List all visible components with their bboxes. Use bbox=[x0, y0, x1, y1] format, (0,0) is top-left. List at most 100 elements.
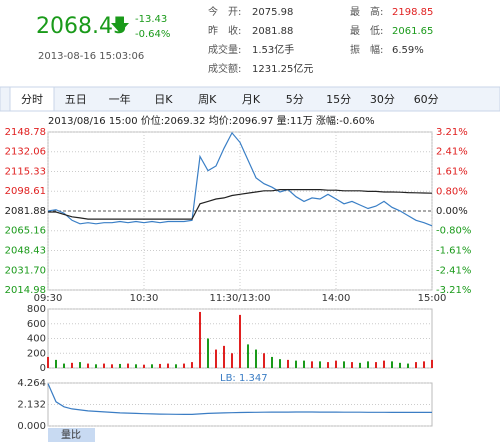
volume-bar bbox=[327, 362, 329, 368]
volume-bar bbox=[207, 338, 209, 368]
stat-value: 2075.98 bbox=[252, 7, 293, 18]
line bbox=[48, 189, 433, 220]
volume-bar bbox=[271, 356, 273, 368]
stat-label: 今 开: bbox=[208, 5, 241, 18]
volume-bar bbox=[63, 363, 65, 368]
stat-label: 昨 收: bbox=[208, 24, 241, 37]
volume-bar bbox=[87, 363, 89, 368]
volume-bar bbox=[391, 361, 393, 368]
stat-value: 1.53亿手 bbox=[252, 43, 294, 56]
volume-bar bbox=[247, 344, 249, 368]
stat-label: 振 幅: bbox=[350, 43, 383, 56]
tab[interactable]: 分时 bbox=[21, 93, 43, 106]
volume-bar bbox=[183, 363, 185, 368]
tab[interactable]: 日K bbox=[154, 93, 173, 106]
y-tick-label: 600 bbox=[27, 319, 46, 330]
volume-bar bbox=[287, 359, 289, 368]
tab[interactable]: 月K bbox=[242, 93, 261, 106]
tab[interactable]: 周K bbox=[198, 93, 217, 106]
lb-tab[interactable]: 量比 bbox=[61, 429, 81, 441]
tab-selected bbox=[9, 86, 55, 112]
volume-bar bbox=[151, 364, 153, 368]
volume-bar bbox=[263, 353, 265, 368]
stat-label: 成交量: bbox=[208, 43, 241, 56]
volume-bar bbox=[135, 364, 137, 368]
y-tick-label: 0.000 bbox=[17, 421, 46, 432]
tabs: 分时 五日 一年 日K 周K 月K 5分 15分 30分 60分 bbox=[21, 92, 439, 106]
volume-bar bbox=[231, 353, 233, 368]
y-tick-label: 2132.06 bbox=[5, 147, 46, 158]
volume-bar bbox=[223, 345, 225, 368]
volume-bar bbox=[55, 359, 57, 368]
volume-bar bbox=[311, 361, 313, 368]
y2-tick-label: 0.80% bbox=[436, 186, 468, 197]
line bbox=[47, 383, 432, 415]
volume-bar bbox=[351, 362, 353, 368]
y-tick-label: 2148.78 bbox=[5, 127, 46, 138]
volume-bar bbox=[407, 363, 409, 368]
volume-bar bbox=[71, 362, 73, 368]
volume-bar bbox=[191, 362, 193, 368]
volume-bar bbox=[239, 314, 241, 368]
volume-bar bbox=[143, 364, 145, 368]
x-tick-label: 11:30/13:00 bbox=[209, 293, 270, 304]
stat-value: 2081.88 bbox=[252, 26, 293, 37]
y2-tick-label: -1.61% bbox=[436, 246, 471, 257]
y-tick-label: 2.132 bbox=[17, 400, 46, 411]
volume-bar bbox=[103, 363, 105, 368]
stat-value: 1231.25亿元 bbox=[252, 62, 313, 75]
y-tick-label: 400 bbox=[27, 334, 46, 345]
volume-bar bbox=[127, 363, 129, 368]
y-tick-label: 2048.43 bbox=[5, 246, 46, 257]
change-pct: -0.64% bbox=[135, 29, 170, 40]
stat-label: 最 低: bbox=[350, 24, 383, 37]
y-tick-label: 2115.33 bbox=[5, 167, 46, 178]
volume-bar bbox=[423, 361, 425, 368]
tab[interactable]: 5分 bbox=[286, 93, 304, 106]
volume-bar bbox=[111, 364, 113, 368]
volume-bar bbox=[375, 362, 377, 368]
x-tick-label: 09:30 bbox=[34, 293, 63, 304]
y-tick-label: 2014.98 bbox=[5, 285, 46, 296]
tab[interactable]: 一年 bbox=[109, 92, 131, 106]
volume-bar bbox=[319, 361, 321, 368]
x-tick-label: 15:00 bbox=[418, 293, 447, 304]
volume-bar bbox=[175, 364, 177, 368]
y2-tick-label: 0.00% bbox=[436, 206, 468, 217]
volume-bar bbox=[335, 360, 337, 368]
lb-annotation: LB: 1.347 bbox=[220, 373, 268, 384]
volume-bar bbox=[303, 360, 305, 368]
volume-bar bbox=[167, 363, 169, 368]
volume-bar bbox=[367, 361, 369, 368]
tab[interactable]: 五日 bbox=[65, 93, 87, 106]
y-tick-label: 0 bbox=[40, 363, 46, 374]
down-arrow bbox=[111, 17, 129, 33]
y2-tick-label: -3.21% bbox=[436, 285, 471, 296]
volume-bar bbox=[359, 362, 361, 368]
volume-bar bbox=[343, 361, 345, 368]
tab[interactable]: 15分 bbox=[326, 93, 351, 106]
y2-tick-label: -2.41% bbox=[436, 265, 471, 276]
volume-bar bbox=[295, 360, 297, 368]
y-tick-label: 2031.70 bbox=[5, 265, 46, 276]
stat-value: 2061.65 bbox=[392, 26, 433, 37]
volume-bar bbox=[215, 349, 217, 368]
stat-value: 2198.85 bbox=[392, 7, 433, 18]
volume-bar bbox=[279, 359, 281, 368]
volume-bar bbox=[255, 349, 257, 368]
stat-value: 6.59% bbox=[392, 45, 424, 56]
lb-tab-bg bbox=[48, 428, 95, 442]
volume-bar bbox=[159, 363, 161, 368]
chart-info: 2013/08/16 15:00 价位:2069.32 均价:2096.97 量… bbox=[48, 114, 375, 127]
y-tick-label: 200 bbox=[27, 348, 46, 359]
tab[interactable]: 60分 bbox=[414, 93, 439, 106]
y2-tick-label: 2.41% bbox=[436, 147, 468, 158]
y2-tick-label: 1.61% bbox=[436, 166, 468, 177]
tab[interactable]: 30分 bbox=[370, 93, 395, 106]
volume-bar bbox=[79, 362, 81, 368]
stat-label: 成交额: bbox=[208, 62, 241, 75]
y-tick-label: 2065.16 bbox=[5, 226, 46, 237]
y2-tick-label: 3.21% bbox=[436, 127, 468, 138]
volume-bar bbox=[95, 364, 97, 368]
